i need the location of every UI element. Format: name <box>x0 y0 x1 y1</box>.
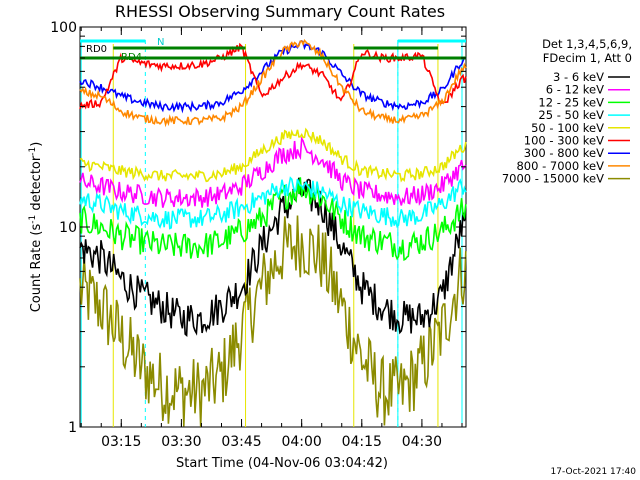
legend-label-6: 300 - 800 keV <box>524 146 604 160</box>
series-12-25-kev <box>79 177 467 262</box>
legend-label-7: 800 - 7000 keV <box>516 159 604 173</box>
series-25-50-kev <box>79 176 467 230</box>
legend-label-5: 100 - 300 keV <box>524 134 604 148</box>
legend-label-4: 50 - 100 keV <box>531 121 604 135</box>
series-800-7000-kev <box>79 39 467 128</box>
x-tick-label-3: 04:00 <box>281 434 321 450</box>
legend-header-1: Det 1,3,4,5,6,9, <box>542 37 632 51</box>
legend-label-2: 12 - 25 keV <box>538 95 604 109</box>
legend-label-8: 7000 - 15000 keV <box>502 172 604 186</box>
footer-date: 17-Oct-2021 17:40 <box>551 467 637 477</box>
x-tick-label-5: 04:30 <box>402 434 442 450</box>
x-tick-label-0: 03:15 <box>101 434 141 450</box>
y-axis-label: Count Rate (s-1 detector-1) <box>28 142 44 313</box>
flag-bars <box>80 39 466 60</box>
x-axis-label: Start Time (04-Nov-06 03:04:42) <box>176 456 388 471</box>
chart-title: RHESSI Observing Summary Count Rates <box>115 2 445 21</box>
rd0-label: RD0 <box>86 44 107 55</box>
x-tick-label-2: 03:45 <box>221 434 261 450</box>
x-tick-label-4: 04:15 <box>342 434 382 450</box>
series-layer <box>79 39 467 427</box>
legend-label-0: 3 - 6 keV <box>553 70 604 84</box>
y-tick-label-0: 1 <box>68 420 77 436</box>
y-tick-label-2: 100 <box>50 20 77 36</box>
series-7000-15000-kev <box>79 215 467 427</box>
legend-header-2: FDecim 1, Att 0 <box>543 51 632 65</box>
legend-label-3: 25 - 50 keV <box>538 108 604 122</box>
legend-label-1: 6 - 12 keV <box>546 83 604 97</box>
axis-ticks: 03:15 03:30 03:45 04:00 04:15 04:30 1 10 100 <box>50 20 466 450</box>
x-tick-label-1: 03:30 <box>161 434 201 450</box>
series-50-100-kev <box>79 127 467 183</box>
series-6-12-kev <box>79 136 467 208</box>
y-tick-label-1: 10 <box>59 220 77 236</box>
rd4-label: RD4 <box>121 52 142 63</box>
night-flag-label: N <box>157 37 164 48</box>
series-3-6-kev <box>79 177 467 337</box>
